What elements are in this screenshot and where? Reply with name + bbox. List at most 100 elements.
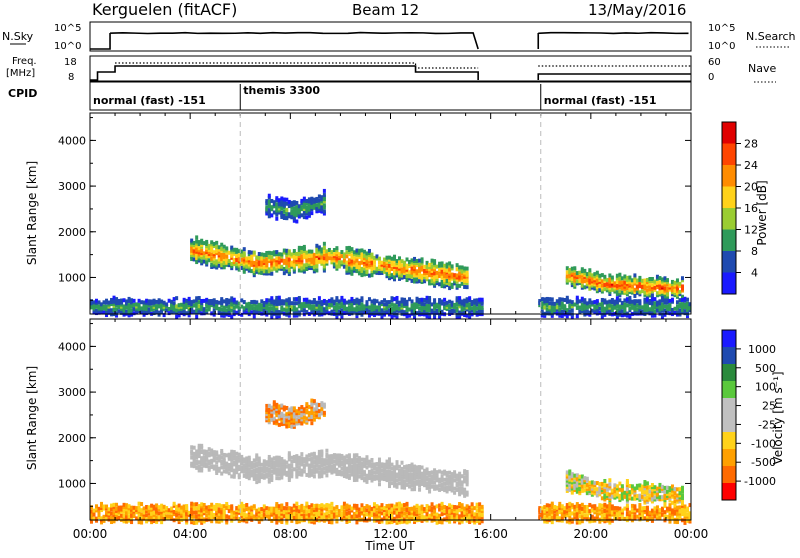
scatter-cell <box>686 298 689 302</box>
scatter-cell <box>323 242 326 246</box>
scatter-cell <box>466 491 469 495</box>
scatter-cell <box>621 484 624 488</box>
scatter-cell <box>248 456 251 460</box>
scatter-cell <box>370 458 373 462</box>
scatter-cell <box>325 473 328 477</box>
scatter-cell <box>566 296 569 300</box>
beam-title: Beam 12 <box>352 1 419 19</box>
scatter-cell <box>195 235 198 239</box>
scatter-cell <box>243 247 246 251</box>
scatter-cell <box>323 209 326 213</box>
y-tick-label: 1000 <box>58 271 86 284</box>
scatter-cell <box>406 502 409 506</box>
scatter-cell <box>355 504 358 508</box>
scatter-cell <box>313 474 316 478</box>
colorbar-segment <box>722 144 736 166</box>
scatter-cell <box>646 481 649 485</box>
scatter-cell <box>378 482 381 486</box>
nsky-bottom-tick: 10^0 <box>54 41 81 52</box>
nave-top-tick: 60 <box>708 57 721 68</box>
scatter-cell <box>220 449 223 453</box>
scatter-cell <box>185 504 188 508</box>
scatter-cell <box>681 486 684 490</box>
scatter-cell <box>551 297 554 301</box>
y-tick-label: 4000 <box>58 134 86 147</box>
scatter-cell <box>433 259 436 263</box>
scatter-cell <box>270 272 273 276</box>
scatter-cell <box>396 296 399 300</box>
scatter-cell <box>288 297 291 301</box>
scatter-cell <box>323 193 326 197</box>
scatter-cell <box>285 208 288 212</box>
scatter-cell <box>466 470 469 474</box>
colorbar-segment <box>722 165 736 187</box>
scatter-cell <box>320 449 323 453</box>
scatter-cell <box>451 264 454 268</box>
scatter-cell <box>305 502 308 506</box>
freq-panel: Freq. [MHz] 18 8 60 0 Nave <box>6 56 776 83</box>
scatter-cell <box>325 449 328 453</box>
scatter-cell <box>466 279 469 283</box>
scatter-cell <box>676 278 679 282</box>
cpid-segment-label: themis 3300 <box>243 84 320 97</box>
colorbar-tick-label: 28 <box>744 138 758 151</box>
scatter-cell <box>245 503 248 507</box>
scatter-cell <box>681 284 684 288</box>
scatter-cell <box>596 299 599 303</box>
freq-bottom-tick: 8 <box>68 72 74 83</box>
scatter-cell <box>335 505 338 509</box>
scatter-cell <box>268 194 271 198</box>
scatter-cell <box>310 421 313 425</box>
nsearch-bottom-tick: 10^0 <box>708 41 735 52</box>
scatter-cell <box>225 255 228 259</box>
scatter-cell <box>295 219 298 223</box>
scatter-cell <box>626 479 629 483</box>
scatter-cell <box>253 251 256 255</box>
nsearch-top-tick: 10^5 <box>708 23 735 34</box>
scatter-cell <box>313 399 316 403</box>
scatter-cell <box>608 482 611 486</box>
freq-label: Freq. <box>12 56 37 67</box>
colorbar-segment <box>722 187 736 209</box>
scatter-cell <box>428 296 431 300</box>
freq-unit: [MHz] <box>6 68 35 79</box>
scatter-cell <box>671 298 674 302</box>
scatter-cell <box>313 452 316 456</box>
scatter-cell <box>468 296 471 300</box>
scatter-cell <box>481 298 484 302</box>
scatter-cell <box>205 240 208 244</box>
scatter-cell <box>681 494 684 498</box>
scatter-cell <box>426 467 429 471</box>
scatter-cell <box>365 455 368 459</box>
nave-bottom-tick: 0 <box>708 72 714 83</box>
scatter-cell <box>133 299 136 303</box>
scatter-cell <box>653 297 656 301</box>
scatter-cell <box>140 502 143 506</box>
scatter-cell <box>215 241 218 245</box>
nsky-top-tick: 10^5 <box>54 23 81 34</box>
scatter-cell <box>175 296 178 300</box>
power-colorbar-label: Power [dB] <box>755 180 769 245</box>
scatter-cell <box>433 298 436 302</box>
scatter-cell <box>253 314 256 318</box>
scatter-cell <box>323 411 326 415</box>
scatter-cell <box>628 296 631 300</box>
scatter-cell <box>303 469 306 473</box>
scatter-cell <box>666 278 669 282</box>
scatter-cell <box>258 457 261 461</box>
colorbar-tick-label: 4 <box>751 267 758 280</box>
nsearch-label: N.Search <box>746 30 796 43</box>
scatter-cell <box>130 520 133 524</box>
scatter-cell <box>418 488 421 492</box>
y-tick-label: 2000 <box>58 226 86 239</box>
colorbar-tick-label: 8 <box>751 245 758 258</box>
scatter-cell <box>396 460 399 464</box>
scatter-cell <box>300 452 303 456</box>
scatter-cell <box>165 302 168 306</box>
scatter-cell <box>576 314 579 318</box>
scatter-cell <box>586 477 589 481</box>
